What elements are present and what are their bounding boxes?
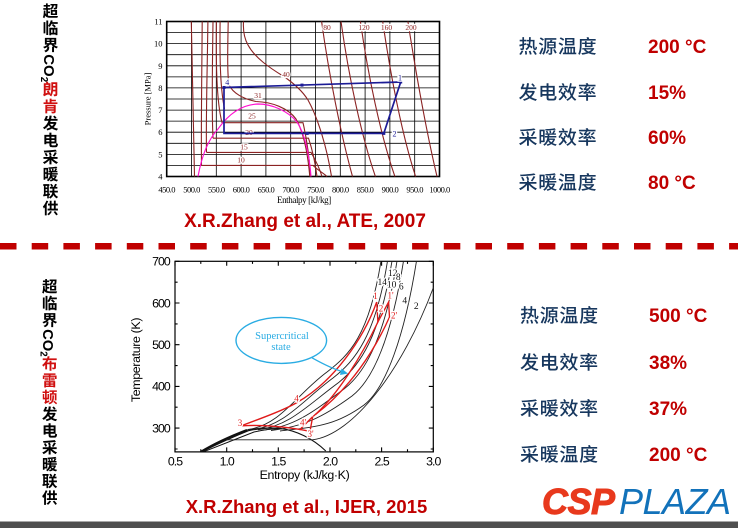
svg-text:CSP: CSP bbox=[542, 481, 616, 522]
svg-text:600: 600 bbox=[152, 296, 171, 310]
svg-text:750.0: 750.0 bbox=[307, 185, 324, 195]
svg-text:650.0: 650.0 bbox=[258, 185, 275, 195]
svg-text:40: 40 bbox=[282, 70, 290, 79]
svg-text:500: 500 bbox=[152, 338, 171, 352]
svg-text:160: 160 bbox=[381, 23, 393, 32]
svg-text:400: 400 bbox=[152, 380, 171, 394]
svg-text:300: 300 bbox=[152, 421, 171, 435]
svg-text:120: 120 bbox=[358, 23, 370, 32]
svg-text:4': 4' bbox=[300, 418, 307, 428]
svg-text:31: 31 bbox=[254, 91, 262, 100]
svg-text:38%: 38% bbox=[649, 353, 687, 374]
svg-text:Temperature (K): Temperature (K) bbox=[129, 318, 143, 402]
svg-text:1': 1' bbox=[387, 291, 394, 301]
svg-text:600.0: 600.0 bbox=[233, 185, 250, 195]
svg-text:80: 80 bbox=[323, 23, 331, 32]
svg-text:8: 8 bbox=[396, 273, 401, 283]
svg-text:200: 200 bbox=[405, 23, 417, 32]
svg-text:3': 3' bbox=[307, 429, 314, 439]
svg-text:20: 20 bbox=[245, 128, 253, 137]
svg-text:850.0: 850.0 bbox=[357, 185, 374, 195]
svg-text:10: 10 bbox=[237, 156, 245, 165]
svg-text:1: 1 bbox=[373, 291, 378, 301]
svg-text:8: 8 bbox=[158, 83, 162, 93]
svg-text:10: 10 bbox=[154, 39, 163, 49]
svg-text:2: 2 bbox=[379, 304, 384, 314]
svg-text:1: 1 bbox=[398, 74, 402, 83]
svg-text:2.0: 2.0 bbox=[323, 455, 338, 469]
svg-text:37%: 37% bbox=[649, 399, 687, 420]
svg-text:60%: 60% bbox=[648, 128, 686, 149]
svg-text:80 °C: 80 °C bbox=[648, 173, 696, 194]
svg-text:Pressure [MPa]: Pressure [MPa] bbox=[143, 73, 153, 126]
svg-text:2.5: 2.5 bbox=[374, 455, 389, 469]
svg-text:15%: 15% bbox=[648, 83, 686, 104]
svg-text:5: 5 bbox=[158, 149, 162, 159]
svg-text:2': 2' bbox=[391, 311, 398, 321]
svg-text:state: state bbox=[271, 342, 291, 353]
svg-text:4: 4 bbox=[294, 394, 299, 404]
svg-text:450.0: 450.0 bbox=[158, 185, 175, 195]
svg-text:900.0: 900.0 bbox=[382, 185, 399, 195]
svg-text:4: 4 bbox=[158, 172, 163, 182]
svg-text:200 °C: 200 °C bbox=[648, 37, 707, 58]
svg-text:700.0: 700.0 bbox=[282, 185, 299, 195]
svg-text:CO2: CO2 bbox=[37, 329, 55, 357]
svg-text:4: 4 bbox=[402, 296, 407, 306]
svg-text:CO2: CO2 bbox=[38, 54, 57, 82]
svg-text:800.0: 800.0 bbox=[332, 185, 349, 195]
svg-text:200 °C: 200 °C bbox=[649, 445, 708, 466]
svg-text:Entropy (kJ/kg·K): Entropy (kJ/kg·K) bbox=[260, 468, 350, 482]
svg-text:3: 3 bbox=[238, 418, 243, 428]
svg-text:4: 4 bbox=[225, 78, 229, 87]
svg-text:550.0: 550.0 bbox=[208, 185, 225, 195]
svg-text:14: 14 bbox=[377, 278, 387, 288]
svg-text:3.0: 3.0 bbox=[426, 455, 441, 469]
svg-text:0.5: 0.5 bbox=[168, 455, 183, 469]
svg-text:6: 6 bbox=[158, 127, 162, 137]
svg-text:1000.0: 1000.0 bbox=[429, 185, 450, 195]
svg-text:500 °C: 500 °C bbox=[649, 306, 708, 327]
svg-text:2: 2 bbox=[393, 130, 397, 139]
svg-text:6: 6 bbox=[399, 282, 404, 292]
svg-text:950.0: 950.0 bbox=[406, 185, 423, 195]
svg-text:1.0: 1.0 bbox=[220, 455, 235, 469]
svg-text:Enthalpy [kJ/kg]: Enthalpy [kJ/kg] bbox=[277, 195, 331, 205]
svg-text:700: 700 bbox=[152, 255, 171, 269]
svg-text:X.R.Zhang et al., IJER, 2015: X.R.Zhang et al., IJER, 2015 bbox=[186, 496, 428, 517]
svg-text:2: 2 bbox=[414, 302, 419, 312]
svg-text:7: 7 bbox=[158, 105, 162, 115]
svg-text:25: 25 bbox=[248, 112, 256, 121]
svg-text:11: 11 bbox=[154, 17, 162, 27]
svg-text:9: 9 bbox=[158, 61, 162, 71]
svg-text:1.5: 1.5 bbox=[271, 455, 286, 469]
svg-text:Supercritical: Supercritical bbox=[255, 331, 309, 342]
svg-text:10: 10 bbox=[387, 281, 397, 291]
svg-text:X.R.Zhang et al., ATE, 2007: X.R.Zhang et al., ATE, 2007 bbox=[184, 211, 426, 232]
svg-text:12: 12 bbox=[388, 269, 398, 279]
svg-text:500.0: 500.0 bbox=[183, 185, 200, 195]
svg-text:15: 15 bbox=[240, 143, 248, 152]
svg-text:PLAZA: PLAZA bbox=[619, 481, 731, 522]
